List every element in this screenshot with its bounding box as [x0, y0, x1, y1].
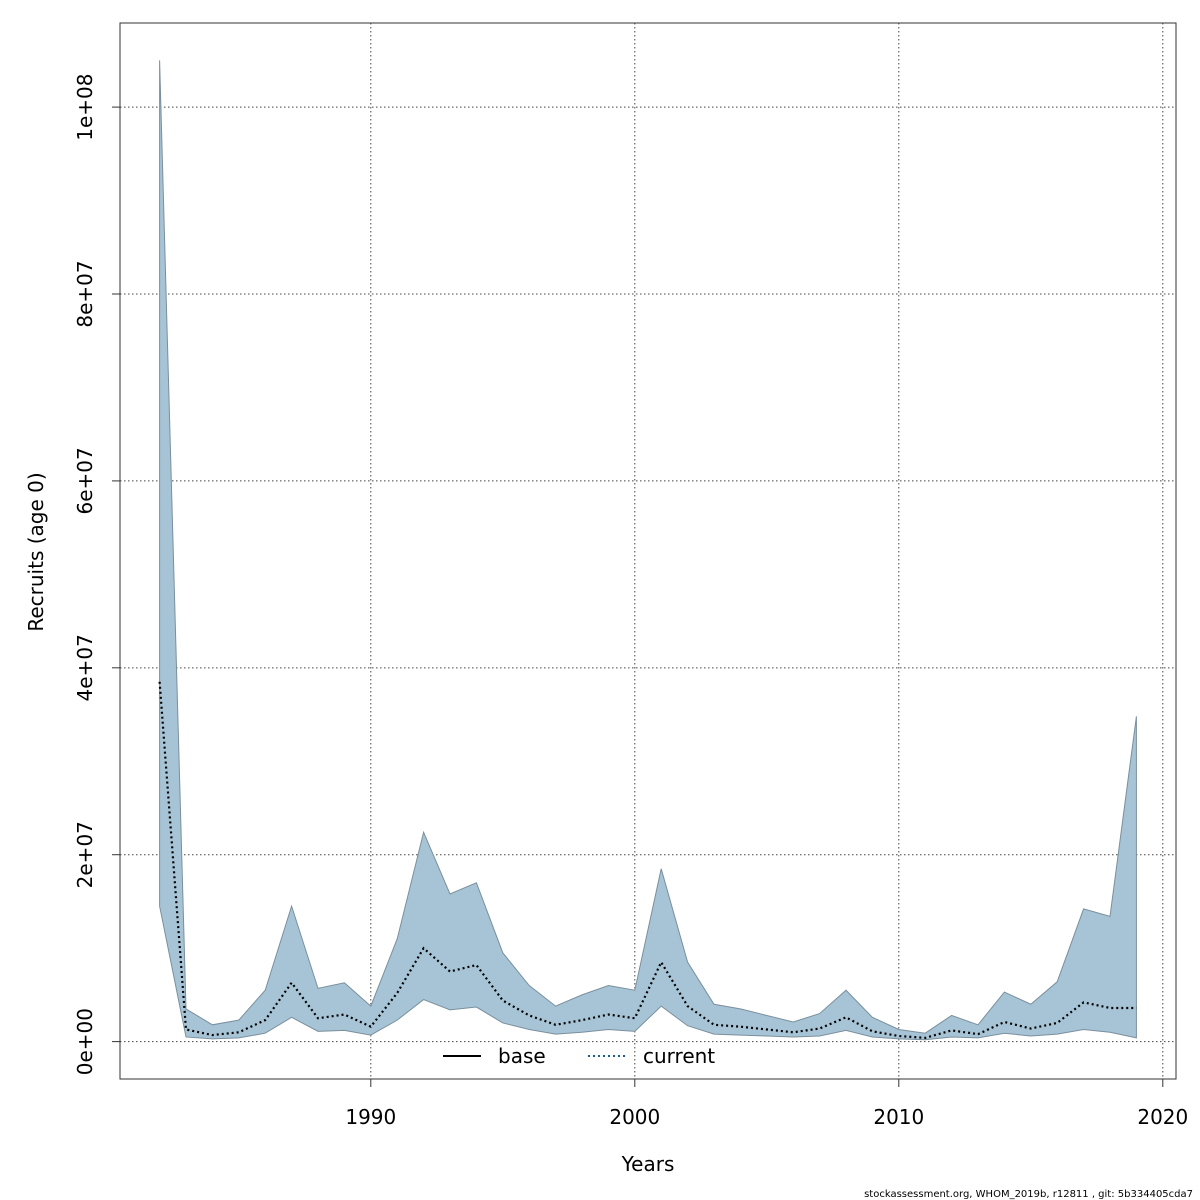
grid-layer [120, 23, 1176, 1079]
legend: base current [443, 1044, 715, 1068]
series-line-layer [158, 681, 1137, 1039]
x-axis-label: Years [621, 1152, 675, 1176]
confidence-band [159, 60, 1137, 1041]
y-tick-label: 1e+08 [73, 73, 97, 140]
y-tick-label: 4e+07 [73, 634, 97, 701]
axis-layer: 1990 2000 2010 2020 0e+00 2e+07 4e+07 6e+07 8e+0… [73, 73, 1188, 1129]
x-tick-label: 2000 [609, 1105, 660, 1129]
y-tick-label: 0e+00 [73, 1008, 97, 1075]
y-tick-label: 8e+07 [73, 260, 97, 327]
footer-note: stockassessment.org, WHOM_2019b, r12811 … [864, 1189, 1193, 1200]
legend-label-current: current [643, 1044, 715, 1068]
confidence-band-layer [159, 60, 1137, 1041]
series-line-current [158, 681, 1137, 1039]
x-tick-label: 2020 [1137, 1105, 1188, 1129]
legend-label-base: base [498, 1044, 546, 1068]
y-tick-label: 6e+07 [73, 447, 97, 514]
x-tick-label: 1990 [345, 1105, 396, 1129]
y-tick-label: 2e+07 [73, 821, 97, 888]
plot-frame [119, 22, 1177, 1080]
y-axis-label: Recruits (age 0) [24, 472, 48, 631]
x-tick-label: 2010 [873, 1105, 924, 1129]
